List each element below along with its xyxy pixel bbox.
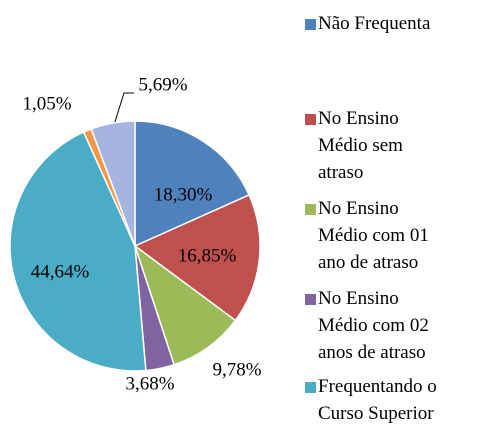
legend-line: atraso (318, 162, 363, 183)
legend-swatch (305, 114, 316, 125)
legend-line: No Ensino (318, 198, 399, 219)
legend-line: Médio sem (318, 135, 403, 156)
legend-swatch (305, 294, 316, 305)
pie-slice (134, 120, 251, 248)
pie-slice (90, 120, 136, 247)
legend-line: Frequentando o (318, 376, 437, 397)
data-label: 5,69% (138, 74, 187, 95)
legend-line: No Ensino (318, 288, 399, 309)
legend-label: Frequentando o Curso Superior (318, 376, 437, 424)
legend-line: Curso Superior (318, 403, 434, 424)
legend-line: Médio com 02 (318, 315, 429, 336)
data-label: 18,30% (154, 184, 213, 205)
legend-line: anos de atraso (318, 342, 426, 363)
legend-line: ano de atraso (318, 252, 418, 273)
data-label: 1,05% (22, 93, 71, 114)
legend-label: Não Frequenta (318, 13, 431, 34)
legend-swatch (305, 382, 316, 393)
legend-swatch (305, 204, 316, 215)
data-label: 16,85% (178, 245, 237, 266)
legend-label: No Ensino Médio com 01 ano de atraso (318, 198, 429, 273)
pie-slice (133, 243, 237, 366)
legend-label: No Ensino Médio sem atraso (318, 108, 403, 183)
pie-slice (133, 193, 261, 322)
leader-line (112, 92, 134, 129)
data-label: 3,68% (125, 373, 174, 394)
legend-line: Médio com 01 (318, 225, 429, 246)
legend-line: Não Frequenta (318, 13, 431, 34)
legend-line: No Ensino (318, 108, 399, 129)
data-label: 9,78% (212, 359, 261, 380)
legend-swatch (305, 19, 316, 30)
pie-slice (9, 131, 147, 372)
data-label: 44,64% (31, 261, 90, 282)
legend-label: No Ensino Médio com 02 anos de atraso (318, 288, 429, 363)
